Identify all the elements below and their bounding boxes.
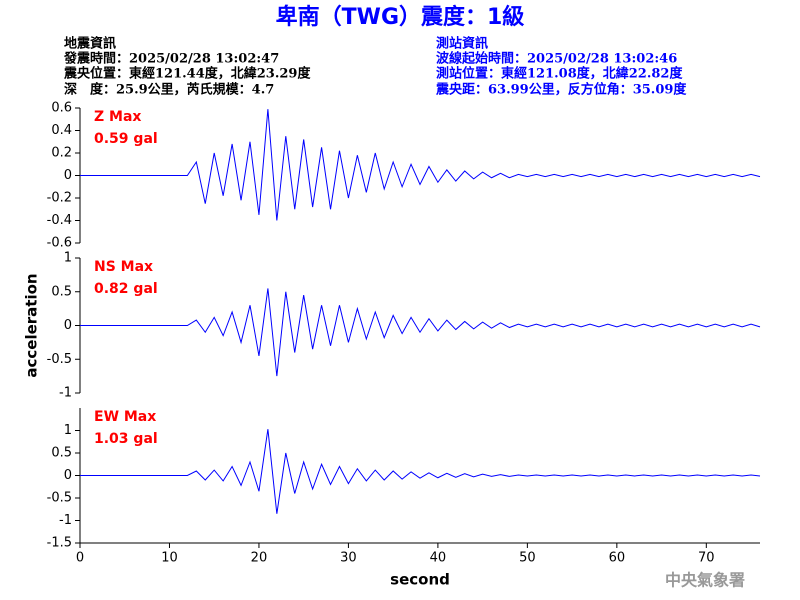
y-tick-label: -1.5 [47,536,72,551]
info-left: 發震時間：2025/02/28 13:02:47 [63,51,279,67]
x-tick-label: 0 [76,551,84,566]
y-tick-label: 0 [64,468,72,483]
y-tick-label: 0.5 [51,284,72,299]
y-tick-label: -0.5 [47,491,72,506]
x-tick-label: 50 [519,551,536,566]
y-tick-label: -0.2 [47,191,72,206]
y-tick-label: -1 [59,513,72,528]
y-tick-label: 0 [64,168,72,183]
x-axis-label: second [390,571,450,589]
info-left: 震央位置：東經121.44度，北緯23.29度 [63,66,311,82]
y-tick-label: -0.6 [47,236,72,251]
y-tick-label: 1 [64,251,72,266]
info-left: 地震資訊 [64,36,116,52]
waveform [80,288,761,377]
x-tick-label: 20 [251,551,268,566]
max-annotation: NS Max [94,259,153,275]
y-tick-label: 0.2 [51,146,72,161]
y-tick-label: -0.4 [47,213,72,228]
y-tick-label: -0.5 [47,352,72,367]
max-annotation: EW Max [94,409,156,425]
waveform [80,109,761,221]
info-right: 波線起始時間：2025/02/28 13:02:46 [436,51,677,67]
y-tick-label: 0.5 [51,446,72,461]
y-axis-label: acceleration [23,273,41,377]
max-annotation: 0.82 gal [94,281,158,297]
x-tick-label: 40 [430,551,447,566]
x-tick-label: 70 [698,551,715,566]
y-tick-label: -1 [59,386,72,401]
max-annotation: 1.03 gal [94,431,158,447]
info-left: 深 度：25.9公里，芮氏規模：4.7 [64,82,274,98]
y-tick-label: 0.4 [51,123,72,138]
info-right: 測站資訊 [436,36,488,52]
max-annotation: 0.59 gal [94,131,158,147]
watermark: 中央氣象署 [665,571,745,590]
x-tick-label: 10 [161,551,178,566]
y-tick-label: 1 [64,423,72,438]
title: 卑南（TWG）震度：1級 [276,4,525,30]
x-tick-label: 60 [609,551,626,566]
y-tick-label: 0.6 [51,101,72,116]
y-tick-label: 0 [64,318,72,333]
info-right: 測站位置：東經121.08度，北緯22.82度 [436,66,683,82]
max-annotation: Z Max [94,109,141,125]
info-right: 震央距：63.99公里，反方位角：35.09度 [435,82,687,98]
x-tick-label: 30 [340,551,357,566]
waveform [80,429,761,514]
